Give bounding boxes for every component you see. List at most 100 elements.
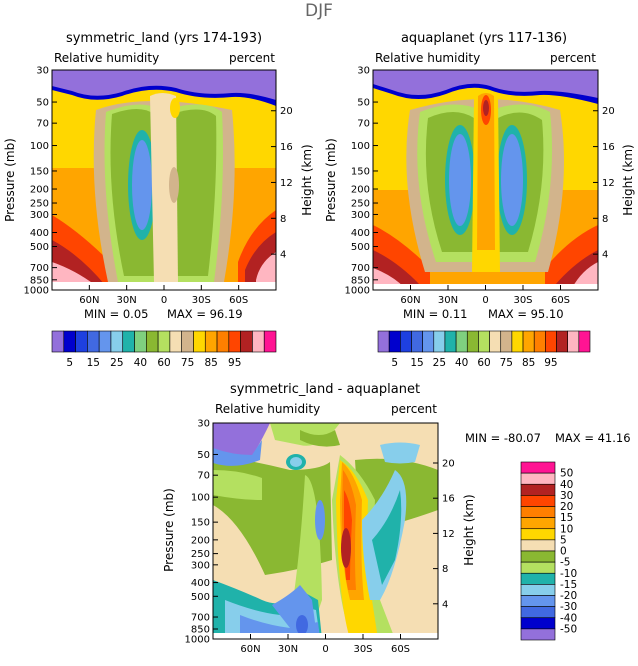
y-tick-label: 100 <box>30 141 49 152</box>
colorbar-label: 10 <box>560 523 573 535</box>
colorbar-label: 0 <box>560 546 567 558</box>
colorbar-label: 60 <box>477 357 490 369</box>
y2-tick-label: 4 <box>280 250 286 261</box>
x-tick-label: 60S <box>229 295 248 306</box>
colorbar-swatch <box>193 330 206 353</box>
colorbar: 5 15 25 40 60 75 85 95 <box>377 330 591 369</box>
colorbar-swatch <box>520 483 556 496</box>
panel-symmetric-land: symmetric_land (yrs 174-193) Relative hu… <box>3 31 314 369</box>
units-label: percent <box>229 51 275 65</box>
colorbar-swatch <box>252 330 265 353</box>
y-tick-label: 500 <box>351 242 370 253</box>
y-tick-label: 150 <box>30 166 49 177</box>
colorbar-swatch <box>377 330 390 353</box>
colorbar-swatch <box>520 595 556 607</box>
y-tick-label: 150 <box>191 518 210 529</box>
y-tick-label: 200 <box>191 535 210 546</box>
colorbar-swatch <box>556 330 568 353</box>
contour-field <box>52 70 276 290</box>
colorbar-label: 95 <box>228 357 241 369</box>
y-tick-label: 850 <box>30 275 49 286</box>
units-label: percent <box>550 51 596 65</box>
y2-axis-label: Height (km) <box>462 494 476 565</box>
variable-label: Relative humidity <box>375 51 480 65</box>
colorbar-swatch <box>146 330 159 353</box>
colorbar-swatch <box>520 472 556 485</box>
y2-axis-label: Height (km) <box>621 144 635 215</box>
panel-title: aquaplanet (yrs 117-136) <box>401 31 567 46</box>
y2-tick-label: 8 <box>602 214 608 225</box>
colorbar-swatch <box>520 584 556 596</box>
x-tick-label: 60S <box>391 644 410 655</box>
y2-tick-label: 4 <box>602 250 608 261</box>
y-tick-label: 50 <box>36 98 49 109</box>
x-tick-label: 0 <box>322 644 328 655</box>
colorbar-label: 15 <box>87 357 100 369</box>
colorbar-swatch <box>388 330 401 353</box>
y-tick-label: 250 <box>191 549 210 560</box>
panel-aquaplanet: aquaplanet (yrs 117-136) Relative humidi… <box>324 31 635 369</box>
y-tick-label: 100 <box>191 493 210 504</box>
colorbar-swatch <box>489 330 502 353</box>
y2-tick-label: 12 <box>442 529 455 540</box>
y2-tick-label: 16 <box>602 142 615 153</box>
colorbar-swatch <box>433 330 446 353</box>
colorbar-swatch <box>157 330 171 353</box>
y-tick-label: 300 <box>351 210 370 221</box>
y-axis-label: Pressure (mb) <box>324 138 338 222</box>
y2-tick-label: 16 <box>280 142 293 153</box>
max-value: MAX = 96.19 <box>167 307 243 321</box>
x-tick-label: 30S <box>192 295 211 306</box>
colorbar-label: 40 <box>560 479 573 491</box>
colorbar-swatch <box>263 330 277 353</box>
y-tick-label: 850 <box>351 275 370 286</box>
colorbar-label: 25 <box>110 357 123 369</box>
colorbar-label: -5 <box>560 557 570 569</box>
colorbar-label: 5 <box>391 357 398 369</box>
y2-tick-label: 8 <box>442 564 448 575</box>
colorbar-swatch <box>520 461 556 474</box>
y2-ticks: 20 16 12 8 4 <box>433 459 455 610</box>
x-ticks: 60N 30N 0 30S 60S <box>79 285 248 306</box>
y2-tick-label: 12 <box>602 178 615 189</box>
min-value: MIN = -80.07 <box>465 431 541 445</box>
y-tick-label: 150 <box>351 166 370 177</box>
y-tick-label: 700 <box>191 613 210 624</box>
colorbar-label: 15 <box>560 512 573 524</box>
max-value: MAX = 95.10 <box>488 307 564 321</box>
y-tick-label: 70 <box>36 119 49 130</box>
x-tick-label: 0 <box>482 295 488 306</box>
colorbar-swatch <box>520 495 556 507</box>
colorbar-swatch <box>520 617 556 630</box>
colorbar-label: 50 <box>560 468 573 480</box>
panel-title: symmetric_land - aquaplanet <box>230 382 420 397</box>
colorbar-swatch <box>478 330 490 353</box>
colorbar-swatch <box>520 561 556 574</box>
colorbar-label: -15 <box>560 579 577 591</box>
y-tick-label: 30 <box>36 66 49 77</box>
y-tick-label: 500 <box>30 242 49 253</box>
colorbar-swatch <box>466 330 479 353</box>
colorbar-swatch <box>240 330 253 353</box>
colorbar-swatch <box>75 330 88 353</box>
colorbar-swatch <box>520 572 556 585</box>
colorbar-label: -40 <box>560 612 577 624</box>
y-tick-label: 70 <box>197 471 210 482</box>
y-tick-label: 70 <box>357 119 370 130</box>
colorbar-swatch <box>411 330 423 353</box>
colorbar-label: 95 <box>544 357 557 369</box>
y-tick-label: 300 <box>191 560 210 571</box>
y-tick-label: 250 <box>30 199 49 210</box>
y2-tick-label: 20 <box>602 106 615 117</box>
y-tick-label: 50 <box>197 450 210 461</box>
max-value: MAX = 41.16 <box>555 431 631 445</box>
colorbar-swatch <box>87 330 100 353</box>
colorbar-swatch <box>533 330 546 353</box>
colorbar-label: 75 <box>181 357 194 369</box>
colorbar-label: -30 <box>560 601 577 613</box>
colorbar-label: 85 <box>522 357 535 369</box>
